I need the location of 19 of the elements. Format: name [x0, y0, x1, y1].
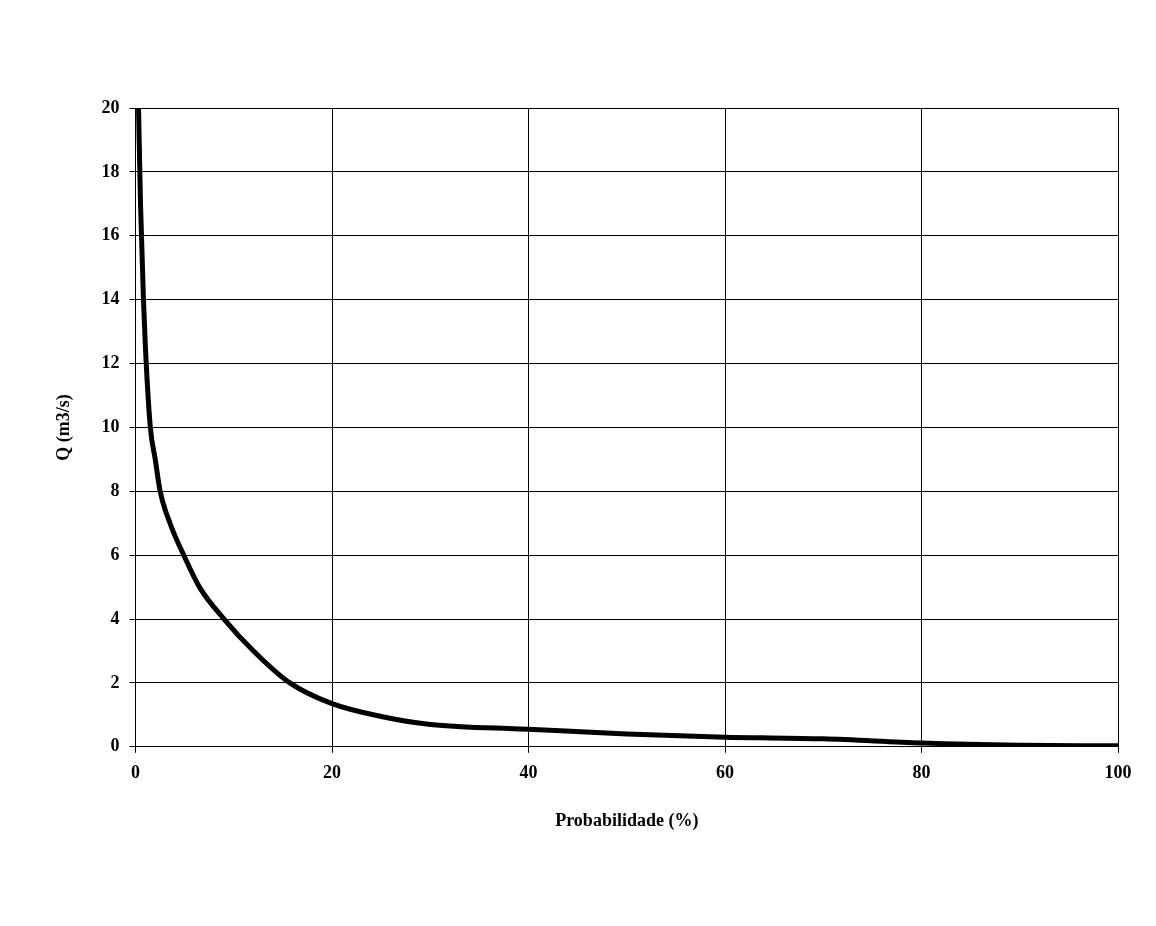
y-tick-label: 4	[110, 607, 120, 628]
x-tick-label: 20	[323, 762, 342, 783]
y-tick-label: 0	[110, 735, 120, 756]
y-tick-label: 14	[101, 288, 120, 309]
y-axis-title: Q (m3/s)	[53, 394, 75, 461]
y-tick-label: 16	[101, 224, 120, 245]
y-tick-label: 6	[110, 543, 120, 564]
y-tick-label: 2	[110, 671, 120, 692]
y-tick-label: 18	[101, 160, 120, 181]
y-tick-label: 20	[101, 96, 120, 117]
x-tick-label: 40	[519, 762, 538, 783]
x-tick-label: 80	[912, 762, 931, 783]
x-tick-label: 100	[1104, 762, 1132, 783]
x-tick-label: 0	[131, 762, 141, 783]
y-tick-label: 8	[110, 479, 120, 500]
y-tick-label: 10	[101, 416, 120, 437]
y-tick-label: 12	[101, 352, 120, 373]
x-axis-title: Probabilidade (%)	[555, 809, 699, 831]
x-tick-label: 60	[716, 762, 735, 783]
